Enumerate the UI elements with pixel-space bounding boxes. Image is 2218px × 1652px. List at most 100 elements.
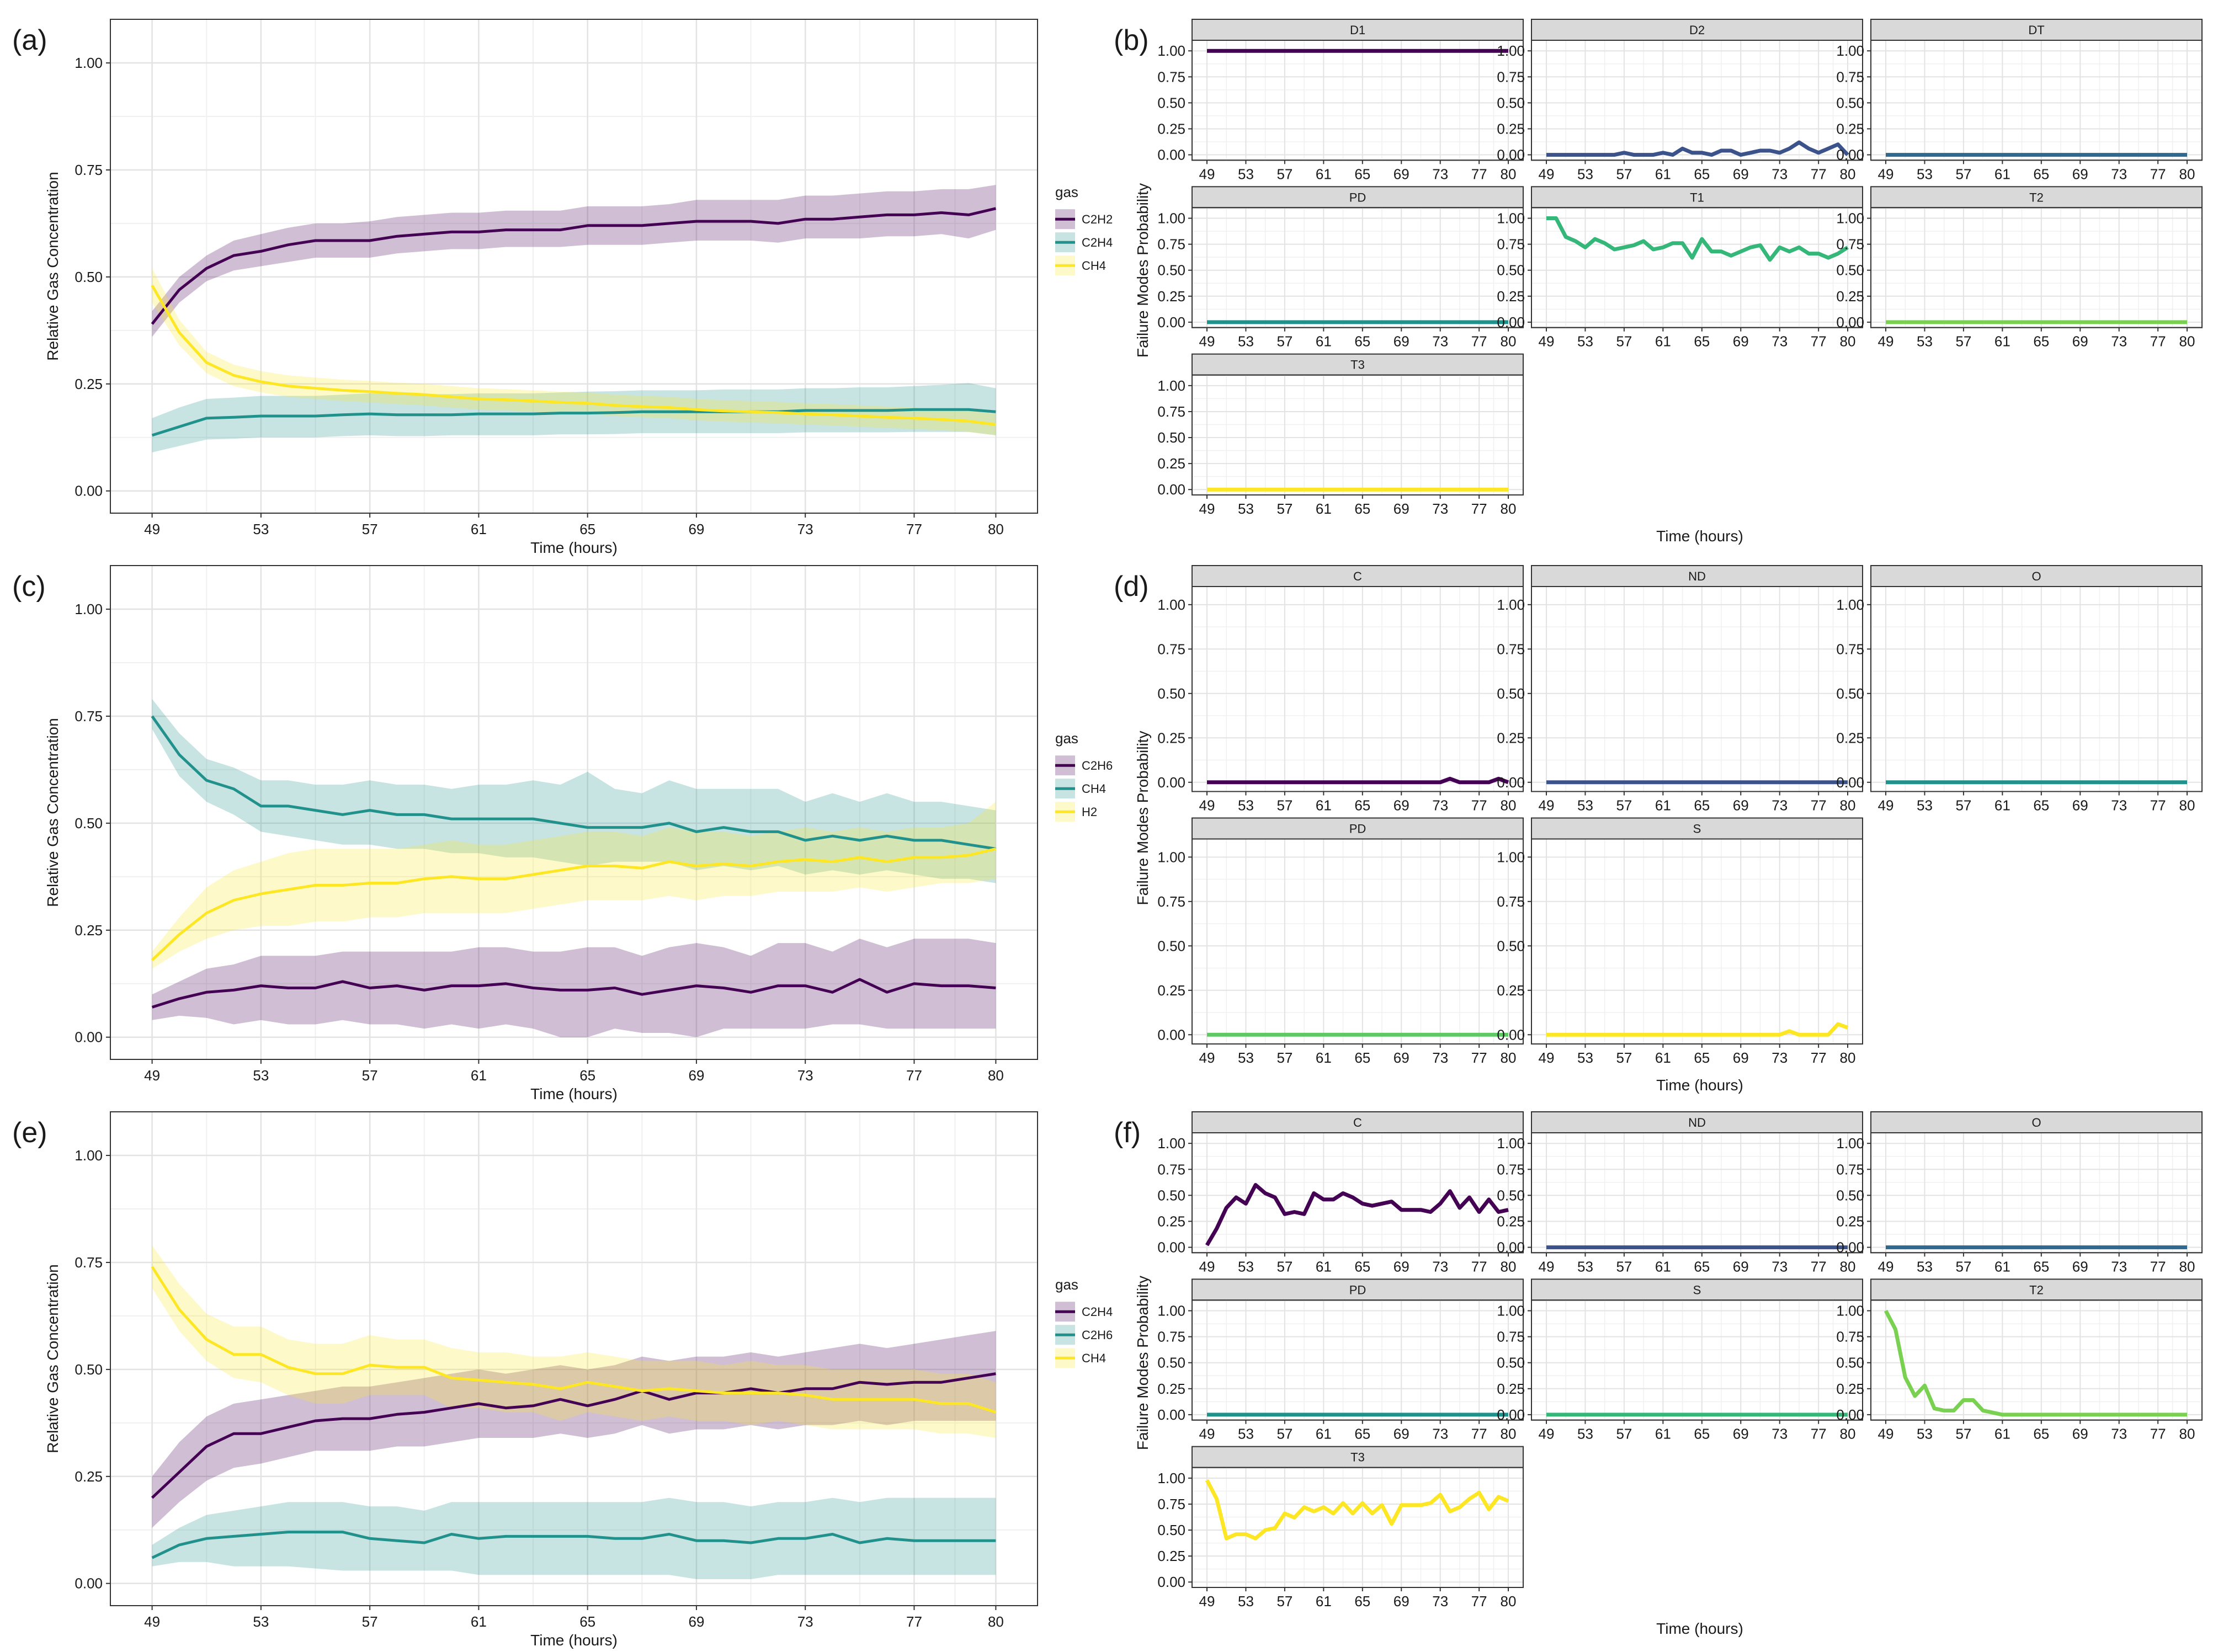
facet-line-D2 <box>1546 140 1849 157</box>
y-tick-label: 0.50 <box>1497 94 1525 111</box>
y-tick-label: 1.00 <box>1497 1303 1525 1319</box>
line-H2 <box>151 847 996 961</box>
x-tick-label: 69 <box>1393 166 1409 182</box>
x-tick-label: 77 <box>1471 797 1487 814</box>
y-tick-label: 0.25 <box>1497 729 1525 746</box>
y-tick-label: 0.50 <box>1497 937 1525 954</box>
x-tick-label: 65 <box>1694 1258 1710 1275</box>
y-tick-label: 1.00 <box>1157 377 1185 394</box>
x-tick-label: 73 <box>1432 1049 1448 1066</box>
facet-strip <box>1531 186 1863 209</box>
x-tick-label: 61 <box>1994 1258 2010 1275</box>
y-tick-label: 0.25 <box>1157 1213 1185 1229</box>
x-tick-label: 69 <box>1733 1049 1749 1066</box>
y-tick-label: 0.00 <box>1157 1574 1185 1590</box>
x-tick-label: 77 <box>1471 1593 1487 1610</box>
y-tick-label: 0.50 <box>1157 937 1185 954</box>
x-tick-label: 80 <box>1501 333 1517 350</box>
y-axis-title: Failure Modes Probability <box>1134 731 1151 905</box>
x-tick-label: 80 <box>2179 797 2195 814</box>
y-axis-title: Relative Gas Concentration <box>44 1264 61 1453</box>
x-tick-label: 61 <box>1994 166 2010 182</box>
x-tick-label: 80 <box>1501 166 1517 182</box>
y-tick-label: 0.25 <box>75 376 103 392</box>
x-tick-label: 73 <box>1432 500 1448 517</box>
x-tick-label: 77 <box>2150 797 2166 814</box>
ribbon-C2H6 <box>152 939 996 1037</box>
x-tick-label: 57 <box>1616 1258 1632 1275</box>
y-tick-label: 0.50 <box>75 815 103 832</box>
y-tick-label: 1.00 <box>1836 1303 1864 1319</box>
y-tick-label: 0.00 <box>1157 147 1185 163</box>
x-tick-label: 73 <box>1432 1593 1448 1610</box>
ribbon-H2 <box>152 802 996 969</box>
x-tick-label: 49 <box>1878 797 1894 814</box>
x-tick-label: 65 <box>1354 1049 1370 1066</box>
y-tick-label: 0.75 <box>1157 893 1185 910</box>
y-tick-label: 1.00 <box>1497 210 1525 227</box>
x-tick-label: 73 <box>2111 797 2127 814</box>
y-tick-label: 0.50 <box>1157 429 1185 446</box>
facet-strip <box>1192 1446 1524 1468</box>
facet-label: D2 <box>1689 23 1705 37</box>
facet-line-T3 <box>1205 1479 1509 1541</box>
x-tick-label: 61 <box>1316 1426 1332 1442</box>
x-tick-label: 77 <box>1471 166 1487 182</box>
facet-label: ND <box>1688 569 1706 583</box>
ribbon-CH4 <box>152 1245 996 1438</box>
x-tick-label: 80 <box>1501 500 1517 517</box>
y-tick-label: 0.00 <box>1497 774 1525 791</box>
y-tick-label: 0.25 <box>1157 729 1185 746</box>
x-tick-label: 69 <box>1393 797 1409 814</box>
x-tick-label: 57 <box>1616 797 1632 814</box>
x-tick-label: 80 <box>1501 1049 1517 1066</box>
x-tick-label: 69 <box>1393 1593 1409 1610</box>
x-tick-label: 73 <box>1432 1258 1448 1275</box>
facet-line-C <box>1205 1183 1509 1246</box>
x-tick-label: 53 <box>1917 1426 1933 1442</box>
x-tick-label: 49 <box>144 1067 160 1084</box>
x-tick-label: 73 <box>1432 333 1448 350</box>
x-tick-label: 65 <box>2033 166 2049 182</box>
y-axis-title: Failure Modes Probability <box>1134 183 1151 358</box>
x-tick-label: 53 <box>1238 1426 1254 1442</box>
facet-label: PD <box>1349 822 1366 836</box>
facet-border <box>1870 40 2203 161</box>
x-tick-label: 49 <box>1199 1426 1215 1442</box>
x-tick-label: 65 <box>1354 1258 1370 1275</box>
facet-border <box>1531 838 1863 1045</box>
facet-label: D1 <box>1350 23 1365 37</box>
plot-border <box>110 19 1038 514</box>
y-tick-label: 1.00 <box>1836 42 1864 59</box>
facet-label: T1 <box>1690 190 1704 204</box>
plot-area <box>110 565 1038 1060</box>
y-tick-label: 0.50 <box>1836 262 1864 279</box>
x-tick-label: 80 <box>1840 1426 1856 1442</box>
y-tick-label: 0.00 <box>1157 1026 1185 1043</box>
y-tick-label: 0.50 <box>1497 262 1525 279</box>
x-tick-label: 65 <box>2033 1258 2049 1275</box>
y-tick-label: 0.00 <box>1836 314 1864 331</box>
x-tick-label: 69 <box>688 521 704 537</box>
x-tick-label: 53 <box>253 1613 269 1630</box>
x-tick-label: 73 <box>1772 333 1788 350</box>
x-tick-label: 57 <box>1276 1593 1292 1610</box>
facet-strip <box>1192 186 1524 209</box>
legend-label: C2H6 <box>1082 1328 1113 1342</box>
facet-area <box>1531 207 1863 328</box>
x-tick-label: 61 <box>1994 797 2010 814</box>
legend-label: C2H2 <box>1082 212 1113 226</box>
facet-label: C <box>1353 1116 1362 1129</box>
y-tick-label: 0.25 <box>1836 1213 1864 1229</box>
x-tick-label: 65 <box>1694 797 1710 814</box>
y-tick-label: 0.75 <box>1157 403 1185 420</box>
x-tick-label: 65 <box>1694 1049 1710 1066</box>
x-tick-label: 77 <box>1811 1426 1827 1442</box>
line-CH4 <box>151 285 996 426</box>
x-tick-label: 77 <box>906 1613 922 1630</box>
x-tick-label: 61 <box>1655 333 1671 350</box>
facet-label: O <box>2031 1116 2041 1129</box>
y-tick-label: 0.25 <box>1157 120 1185 137</box>
x-tick-label: 53 <box>1577 1258 1593 1275</box>
x-tick-label: 69 <box>2072 797 2088 814</box>
